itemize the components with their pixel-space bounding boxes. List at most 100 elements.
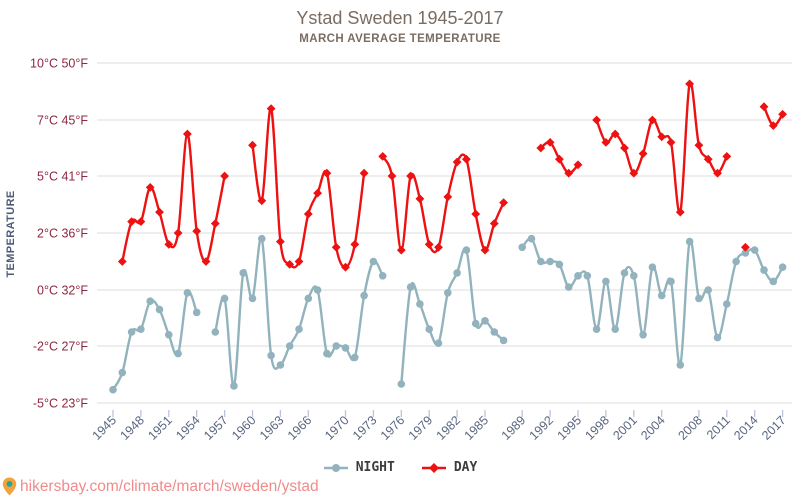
day-point <box>424 240 434 249</box>
x-tick-label: 1957 <box>201 413 231 443</box>
day-point <box>359 168 369 178</box>
night-point <box>760 266 768 274</box>
night-point <box>267 351 275 360</box>
night-point <box>351 353 359 362</box>
legend-night-label: NIGHT <box>355 460 395 475</box>
x-tick-label: 1970 <box>322 413 352 443</box>
x-tick-label: 1948 <box>117 413 147 443</box>
day-point <box>685 79 694 89</box>
y-tick-label: -2°C 27°F <box>33 340 89 354</box>
night-point <box>295 325 303 334</box>
night-point <box>220 294 229 303</box>
day-point <box>471 209 481 219</box>
x-tick-label: 1954 <box>173 413 203 443</box>
day-point <box>620 143 629 153</box>
x-tick-label: 1992 <box>527 413 557 443</box>
x-tick-label: 2011 <box>704 413 733 442</box>
night-point <box>453 269 461 277</box>
day-point <box>192 226 202 236</box>
day-point <box>703 154 713 164</box>
day-point <box>564 168 574 178</box>
night-point <box>285 342 294 350</box>
x-tick-label: 1951 <box>145 413 175 443</box>
night-point <box>518 243 526 252</box>
day-point <box>480 245 490 255</box>
day-point <box>657 132 667 142</box>
x-tick-label: 1973 <box>350 413 380 443</box>
night-point <box>360 291 368 300</box>
footer: hikersbay.com/climate/march/sweden/ystad <box>2 477 319 496</box>
night-point <box>704 286 712 294</box>
day-point <box>648 115 657 125</box>
day-point <box>276 237 285 246</box>
night-point <box>685 237 694 246</box>
night-point <box>444 289 452 297</box>
night-point <box>630 272 638 280</box>
night-point <box>527 234 536 243</box>
day-point <box>173 228 183 238</box>
day-point <box>127 217 136 226</box>
night-point <box>313 286 322 294</box>
page-subtitle: MARCH AVERAGE TEMPERATURE <box>299 33 501 45</box>
x-tick-label: 1979 <box>406 413 436 443</box>
night-point <box>127 328 136 336</box>
night-marker-icon <box>331 463 340 472</box>
day-line-segment <box>595 81 728 215</box>
night-point <box>137 325 145 334</box>
night-point <box>416 300 424 308</box>
night-point <box>369 257 378 266</box>
x-tick-label: 2004 <box>638 413 668 443</box>
day-point <box>555 154 564 164</box>
night-point <box>602 277 610 286</box>
x-tick-label: 2001 <box>610 413 640 443</box>
day-line-segment <box>251 107 366 269</box>
night-point <box>499 336 508 345</box>
night-point <box>406 283 415 291</box>
day-point <box>285 260 295 269</box>
day-point <box>452 157 462 167</box>
night-point <box>118 368 127 377</box>
day-point <box>378 152 388 161</box>
night-point <box>732 257 740 266</box>
day-point <box>201 257 211 266</box>
night-point <box>620 269 629 277</box>
y-tick-label: 0°C 32°F <box>37 284 88 298</box>
day-point <box>210 219 220 228</box>
night-point <box>155 305 164 314</box>
x-tick-label: 1989 <box>499 413 529 443</box>
day-point <box>266 104 276 113</box>
day-point <box>164 240 174 249</box>
night-point <box>192 308 201 317</box>
day-point <box>638 149 648 158</box>
night-point <box>778 263 787 272</box>
night-point <box>258 234 266 243</box>
x-tick-label: 2017 <box>759 413 789 443</box>
legend-item-night: NIGHT <box>323 460 395 475</box>
day-point <box>536 143 546 153</box>
legend-day-label: DAY <box>453 460 478 475</box>
day-point <box>759 102 769 112</box>
day-point <box>406 171 415 181</box>
day-point <box>443 192 453 202</box>
night-point <box>183 289 192 297</box>
y-tick-label: 10°C 50°F <box>30 57 88 71</box>
day-point <box>387 171 397 181</box>
day-point <box>768 121 778 130</box>
x-tick-label: 2014 <box>731 413 761 443</box>
night-point <box>667 277 675 286</box>
day-point <box>694 140 704 150</box>
day-point <box>155 207 164 217</box>
pin-hole <box>6 481 13 487</box>
night-point <box>165 331 173 339</box>
day-point <box>629 168 639 178</box>
footer-link[interactable]: hikersbay.com/climate/march/sweden/ystad <box>20 477 319 495</box>
night-point <box>583 272 592 280</box>
day-point <box>778 109 787 119</box>
night-point <box>304 294 313 303</box>
night-point <box>109 385 117 394</box>
day-point <box>610 129 620 139</box>
day-point <box>675 207 685 217</box>
x-tick-label: 1963 <box>257 413 287 443</box>
night-point <box>323 349 331 358</box>
